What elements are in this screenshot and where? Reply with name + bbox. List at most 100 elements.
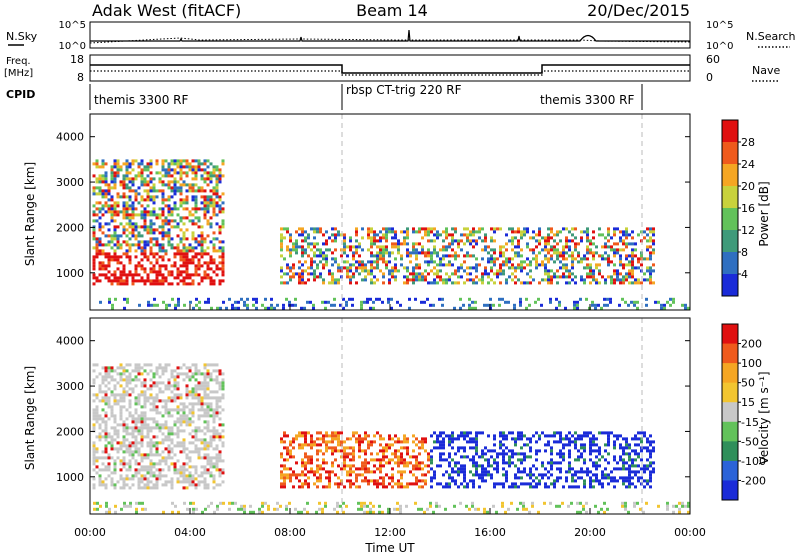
echo-cell [526, 455, 529, 459]
echo-cell [161, 243, 165, 247]
echo-cell [161, 450, 165, 454]
echo-cell [194, 174, 198, 178]
echo-cell [583, 281, 586, 285]
echo-cell [544, 482, 547, 486]
echo-cell [367, 230, 370, 234]
ytick-label: 1000 [56, 267, 84, 280]
echo-cell [146, 417, 150, 421]
echo-cell [116, 240, 120, 244]
echo-cell [426, 507, 429, 511]
echo-cell [197, 252, 201, 256]
echo-cell [188, 168, 192, 172]
echo-cell [146, 240, 150, 244]
echo-cell [334, 437, 337, 441]
echo-cell [149, 426, 153, 430]
echo-cell [687, 501, 690, 505]
echo-cell [125, 222, 129, 226]
echo-cell [400, 476, 403, 480]
echo-cell [628, 452, 631, 456]
echo-cell [182, 264, 186, 268]
echo-cell [421, 443, 424, 447]
echo-cell [559, 455, 562, 459]
echo-cell [448, 275, 451, 279]
echo-cell [310, 272, 313, 276]
echo-cell [643, 230, 646, 234]
echo-cell [445, 236, 448, 240]
echo-cell [640, 254, 643, 258]
echo-cell [149, 408, 153, 412]
echo-cell [101, 204, 105, 208]
echo-cell [399, 510, 402, 514]
echo-cell [203, 420, 207, 424]
echo-cell [517, 467, 520, 471]
echo-cell [306, 300, 309, 304]
echo-cell [379, 236, 382, 240]
echo-cell [448, 245, 451, 249]
echo-cell [149, 189, 153, 193]
echo-cell [218, 180, 222, 184]
echo-cell [391, 485, 394, 489]
echo-cell [134, 408, 138, 412]
echo-cell [137, 477, 141, 481]
echo-cell [283, 434, 286, 438]
echo-cell [179, 237, 183, 241]
echo-cell [469, 242, 472, 246]
echo-cell [564, 306, 567, 310]
echo-cell [649, 464, 652, 468]
echo-cell [119, 396, 123, 400]
echo-cell [451, 437, 454, 441]
echo-cell [149, 480, 153, 484]
echo-cell [424, 254, 427, 258]
echo-cell [119, 474, 123, 478]
echo-cell [487, 245, 490, 249]
echo-cell [128, 387, 132, 391]
echo-cell [433, 446, 436, 450]
echo-cell [390, 297, 393, 301]
echo-cell [203, 216, 207, 220]
echo-cell [122, 486, 126, 490]
echo-cell [418, 251, 421, 255]
echo-cell [535, 449, 538, 453]
echo-cell [358, 443, 361, 447]
echo-cell [197, 369, 201, 373]
echo-cell [567, 504, 570, 508]
echo-cell [646, 482, 649, 486]
echo-cell [553, 260, 556, 264]
echo-cell [164, 252, 168, 256]
echo-cell [469, 431, 472, 435]
echo-cell [616, 479, 619, 483]
echo-cell [504, 300, 507, 304]
echo-cell [526, 230, 529, 234]
echo-cell [493, 467, 496, 471]
colorbar-tick-label: 20 [741, 180, 755, 193]
echo-cell [403, 275, 406, 279]
echo-cell [511, 449, 514, 453]
echo-cell [466, 236, 469, 240]
echo-cell [649, 452, 652, 456]
echo-cell [167, 204, 171, 208]
echo-cell [170, 384, 174, 388]
echo-cell [119, 243, 123, 247]
echo-cell [107, 270, 111, 274]
echo-cell [586, 236, 589, 240]
echo-cell [391, 452, 394, 456]
echo-cell [107, 387, 111, 391]
echo-cell [415, 464, 418, 468]
echo-cell [631, 269, 634, 273]
echo-cell [432, 303, 435, 307]
echo-cell [125, 369, 129, 373]
echo-cell [107, 234, 111, 238]
echo-cell [481, 431, 484, 435]
echo-cell [337, 431, 340, 435]
echo-cell [283, 473, 286, 477]
echo-cell [218, 210, 222, 214]
echo-cell [547, 440, 550, 444]
echo-cell [364, 434, 367, 438]
echo-cell [429, 501, 432, 505]
echo-cell [343, 233, 346, 237]
echo-cell [400, 458, 403, 462]
echo-cell [408, 306, 411, 310]
echo-cell [370, 239, 373, 243]
echo-cell [439, 260, 442, 264]
